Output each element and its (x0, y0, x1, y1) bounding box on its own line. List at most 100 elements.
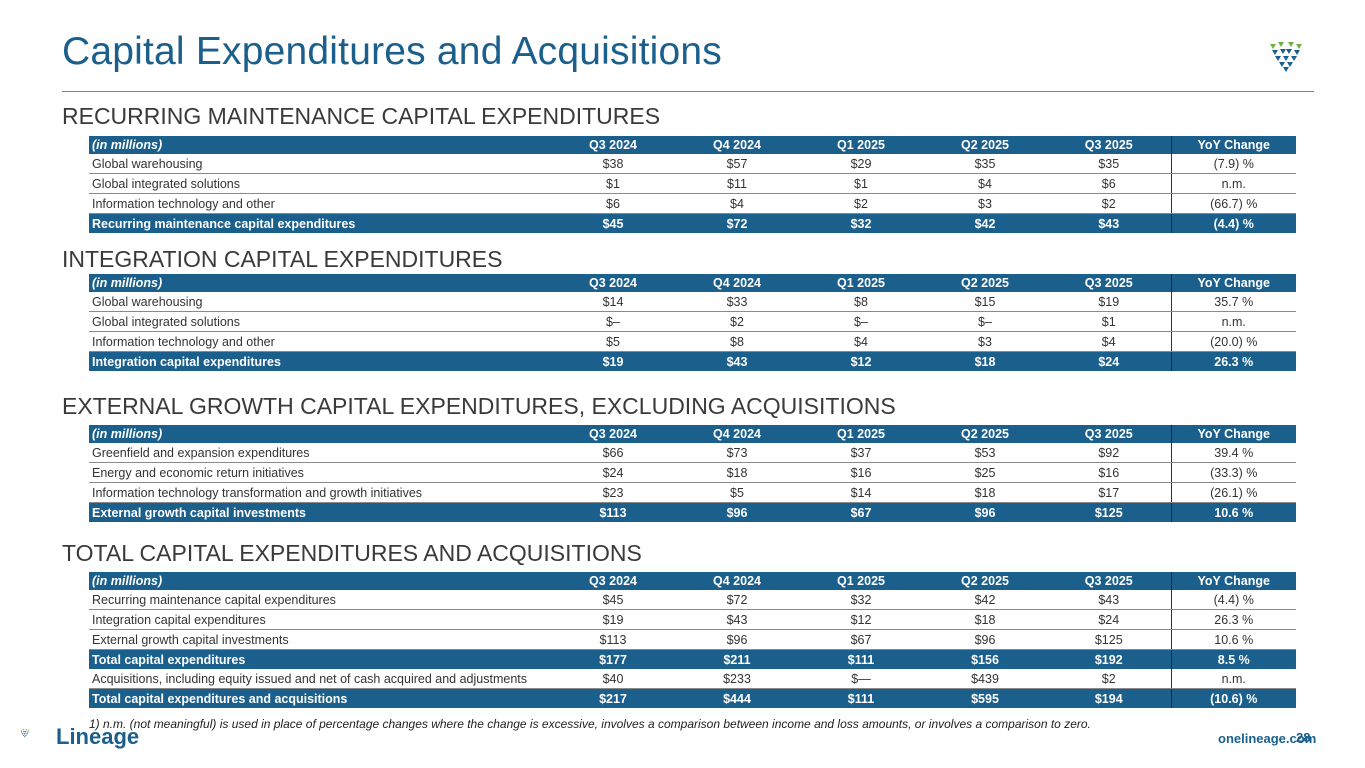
cell-value: $35 (923, 154, 1047, 174)
cell-yoy: (10.6) % (1170, 688, 1296, 708)
table-total-row: Total capital expenditures $177 $211 $11… (89, 649, 1296, 669)
cell-value: $32 (799, 590, 923, 610)
table-header-row: (in millions) Q3 2024 Q4 2024 Q1 2025 Q2… (89, 274, 1296, 292)
cell-yoy: (66.7) % (1170, 193, 1296, 214)
cell-value: $43 (1047, 213, 1171, 233)
row-label: External growth capital investments (89, 502, 551, 522)
cell-value: $444 (675, 688, 799, 708)
cell-value: $11 (675, 173, 799, 194)
header-q1-2025: Q1 2025 (799, 274, 923, 292)
cell-value: $5 (551, 331, 675, 352)
row-label: Global integrated solutions (89, 173, 551, 194)
cell-value: $33 (675, 292, 799, 312)
table-total-row: Total capital expenditures and acquisiti… (89, 688, 1296, 708)
table-row: Global warehousing $38 $57 $29 $35 $35 (… (89, 154, 1296, 174)
cell-yoy: 10.6 % (1170, 502, 1296, 522)
table-total-row: External growth capital investments $113… (89, 502, 1296, 522)
cell-value: $– (799, 311, 923, 332)
cell-value: $67 (799, 502, 923, 522)
cell-value: $1 (799, 173, 923, 194)
section-title-recurring: RECURRING MAINTENANCE CAPITAL EXPENDITUR… (62, 103, 661, 129)
row-label: Global warehousing (89, 292, 551, 312)
table-row: Acquisitions, including equity issued an… (89, 669, 1296, 689)
cell-value: $177 (551, 649, 675, 669)
cell-yoy: n.m. (1170, 173, 1296, 194)
cell-value: $439 (923, 669, 1047, 689)
header-yoy-change: YoY Change (1170, 572, 1296, 590)
cell-value: $73 (675, 443, 799, 463)
header-q3-2024: Q3 2024 (551, 572, 675, 590)
table-row: Information technology and other $5 $8 $… (89, 331, 1296, 352)
header-q4-2024: Q4 2024 (675, 425, 799, 443)
table-row: External growth capital investments $113… (89, 629, 1296, 650)
cell-value: $15 (923, 292, 1047, 312)
website-link[interactable]: onelineage.com (1218, 731, 1317, 746)
cell-value: $4 (799, 331, 923, 352)
cell-value: $96 (923, 629, 1047, 650)
cell-value: $66 (551, 443, 675, 463)
cell-yoy: 26.3 % (1170, 609, 1296, 630)
table-header-row: (in millions) Q3 2024 Q4 2024 Q1 2025 Q2… (89, 425, 1296, 443)
table-total-row: Recurring maintenance capital expenditur… (89, 213, 1296, 233)
header-yoy-change: YoY Change (1170, 425, 1296, 443)
header-q4-2024: Q4 2024 (675, 136, 799, 154)
page-number: 28 (1296, 730, 1311, 745)
header-q3-2024: Q3 2024 (551, 274, 675, 292)
cell-value: $— (799, 669, 923, 689)
cell-value: $233 (675, 669, 799, 689)
cell-value: $12 (799, 609, 923, 630)
cell-value: $125 (1047, 502, 1171, 522)
header-q3-2025: Q3 2025 (1047, 136, 1171, 154)
table-row: Information technology transformation an… (89, 482, 1296, 503)
row-label: Information technology transformation an… (89, 482, 551, 503)
cell-yoy: (26.1) % (1170, 482, 1296, 503)
row-label: Acquisitions, including equity issued an… (89, 669, 551, 689)
cell-value: $72 (675, 590, 799, 610)
recurring-capex-table: (in millions) Q3 2024 Q4 2024 Q1 2025 Q2… (89, 136, 1296, 233)
cell-yoy: (4.4) % (1170, 590, 1296, 610)
cell-value: $14 (799, 482, 923, 503)
header-yoy-change: YoY Change (1170, 274, 1296, 292)
table-total-row: Integration capital expenditures $19 $43… (89, 351, 1296, 371)
cell-value: $92 (1047, 443, 1171, 463)
cell-yoy: (4.4) % (1170, 213, 1296, 233)
brand-wordmark: Lineage (56, 724, 140, 749)
header-q3-2025: Q3 2025 (1047, 274, 1171, 292)
cell-value: $192 (1047, 649, 1171, 669)
table-row: Global integrated solutions $– $2 $– $– … (89, 311, 1296, 332)
header-q2-2025: Q2 2025 (923, 274, 1047, 292)
header-q4-2024: Q4 2024 (675, 572, 799, 590)
cell-value: $72 (675, 213, 799, 233)
cell-yoy: (33.3) % (1170, 462, 1296, 483)
cell-yoy: 35.7 % (1170, 292, 1296, 312)
cell-value: $2 (1047, 669, 1171, 689)
footnote: 1) n.m. (not meaningful) is used in plac… (89, 717, 1091, 731)
cell-value: $111 (799, 649, 923, 669)
cell-value: $40 (551, 669, 675, 689)
header-yoy-change: YoY Change (1170, 136, 1296, 154)
cell-yoy: (20.0) % (1170, 331, 1296, 352)
row-label: Total capital expenditures and acquisiti… (89, 688, 551, 708)
page-title: Capital Expenditures and Acquisitions (62, 30, 722, 73)
external-growth-capex-table: (in millions) Q3 2024 Q4 2024 Q1 2025 Q2… (89, 425, 1296, 522)
cell-yoy: 39.4 % (1170, 443, 1296, 463)
cell-value: $1 (1047, 311, 1171, 332)
cell-value: $18 (923, 351, 1047, 371)
header-q3-2025: Q3 2025 (1047, 425, 1171, 443)
section-title-external-growth: EXTERNAL GROWTH CAPITAL EXPENDITURES, EX… (62, 393, 896, 419)
row-label: External growth capital investments (89, 629, 551, 650)
header-q1-2025: Q1 2025 (799, 572, 923, 590)
table-row: Global integrated solutions $1 $11 $1 $4… (89, 173, 1296, 194)
cell-value: $19 (1047, 292, 1171, 312)
cell-value: $5 (675, 482, 799, 503)
cell-value: $32 (799, 213, 923, 233)
cell-value: $8 (675, 331, 799, 352)
cell-value: $42 (923, 213, 1047, 233)
cell-value: $19 (551, 609, 675, 630)
cell-value: $38 (551, 154, 675, 174)
cell-value: $24 (551, 462, 675, 483)
cell-value: $17 (1047, 482, 1171, 503)
header-units: (in millions) (89, 136, 551, 154)
cell-value: $43 (675, 609, 799, 630)
row-label: Recurring maintenance capital expenditur… (89, 590, 551, 610)
